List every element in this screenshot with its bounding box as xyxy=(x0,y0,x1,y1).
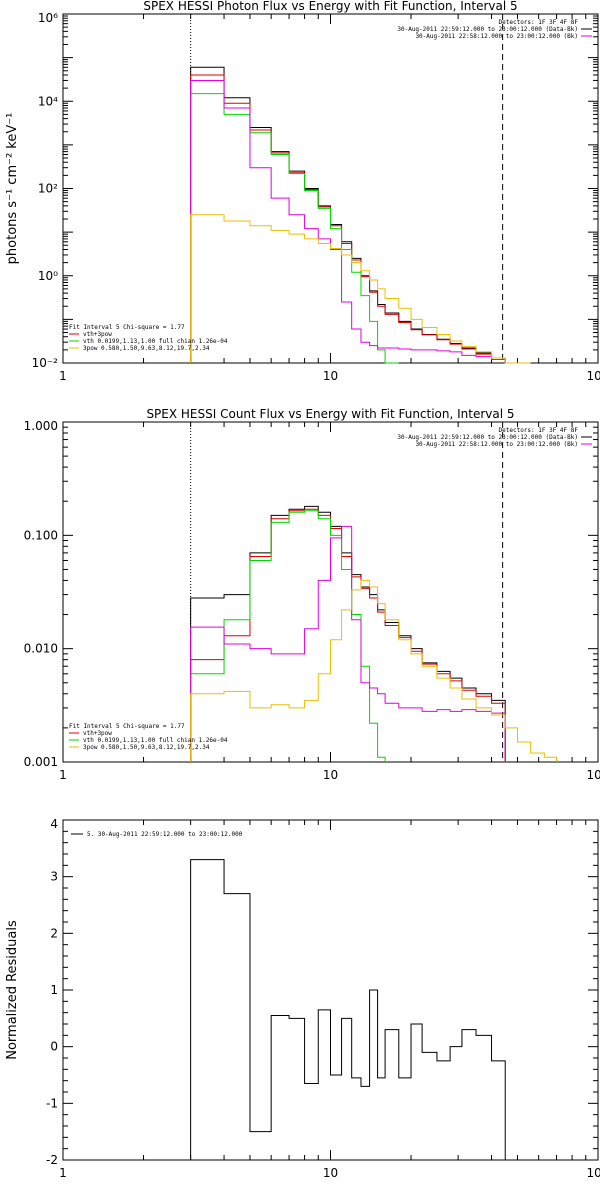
panel-1: SPEX HESSI Photon Flux vs Energy with Fi… xyxy=(5,0,600,383)
series-3-line xyxy=(190,510,386,762)
x-tick-label: 1 xyxy=(59,369,67,383)
legend-top-entry: 30-Aug-2011 22:59:12.000 to 23:00:12.000… xyxy=(397,434,578,441)
legend-bottom-entry: 3pow 0.580,1.50,9.63,8.12,19.7,2.34 xyxy=(83,744,210,751)
series-3-line xyxy=(190,93,399,364)
series-2-line xyxy=(190,74,518,364)
legend-top-entry: Detectors: 1F 3F 4F 8F xyxy=(499,19,579,26)
y-axis-label: Normalized Residuals xyxy=(5,920,20,1060)
series-2-line xyxy=(190,508,506,762)
legend-bottom-entry: 3pow 0.580,1.50,9.63,8.12,19.7,2.34 xyxy=(83,345,210,352)
legend-top-entry: Detectors: 1F 3F 4F 8F xyxy=(499,427,579,434)
panel-2: SPEX HESSI Count Flux vs Energy with Fit… xyxy=(24,407,600,782)
x-tick-label: 1 xyxy=(59,768,67,782)
legend-left-entry: 5. 30-Aug-2011 22:59:12.000 to 23:00:12.… xyxy=(87,831,243,838)
x-tick-label: 1 xyxy=(59,1166,67,1180)
series-4-line xyxy=(190,525,506,762)
y-tick-label: 3 xyxy=(50,870,58,884)
x-tick-label: 100 xyxy=(587,369,600,383)
plot-frame xyxy=(62,819,599,1161)
x-tick-label: 10 xyxy=(323,1166,338,1180)
y-tick-label: 1 xyxy=(50,983,58,997)
y-tick-label: -2 xyxy=(46,1153,58,1167)
legend-bottom-entry: vth 0.0199,1.13,1.00 full chian 1.26e-04 xyxy=(83,737,228,744)
y-tick-label: 2 xyxy=(50,926,58,940)
y-tick-label: 4 xyxy=(50,817,58,831)
series-4-line xyxy=(190,79,506,363)
x-tick-label: 100 xyxy=(587,1166,600,1180)
y-tick-label: 10⁶ xyxy=(38,11,58,25)
y-tick-label: 0.100 xyxy=(24,528,58,542)
y-tick-label: 0.001 xyxy=(24,755,58,769)
plot-frame xyxy=(62,421,599,763)
legend-bottom-entry: vth+3pow xyxy=(83,730,112,737)
y-tick-label: 0 xyxy=(50,1040,58,1054)
series-5-line xyxy=(190,214,531,364)
series-1-line xyxy=(190,859,506,1160)
panel-3: Normalized Residuals 1 10 100 -2 -1 0 1 2 3 4 5. 30… xyxy=(5,817,600,1180)
legend-bottom-entry: vth+3pow xyxy=(83,331,112,338)
legend-top-entry: 30-Aug-2011 22:58:12.000 to 23:00:12.000… xyxy=(415,441,578,448)
series-1-line xyxy=(190,505,506,762)
x-tick-label: 10 xyxy=(323,768,338,782)
y-tick-label: 1.000 xyxy=(24,419,58,433)
x-tick-label: 10 xyxy=(323,369,338,383)
series-1-line xyxy=(190,66,518,364)
x-tick-label: 100 xyxy=(587,768,600,782)
y-tick-label: 10⁻² xyxy=(32,356,59,370)
legend-bottom-entry: Fit Interval 5 Chi-square = 1.77 xyxy=(69,723,185,730)
plot-frame xyxy=(62,13,599,364)
y-tick-label: 10² xyxy=(38,182,58,196)
legend-top-entry: 30-Aug-2011 22:59:12.000 to 23:00:12.000… xyxy=(397,26,578,33)
legend-top-entry: 30-Aug-2011 22:58:12.000 to 23:00:12.000… xyxy=(415,33,578,40)
y-tick-label: 10⁰ xyxy=(38,269,58,283)
chart-title: SPEX HESSI Photon Flux vs Energy with Fi… xyxy=(143,0,517,13)
y-tick-label: 0.010 xyxy=(24,642,58,656)
y-tick-label: 10⁴ xyxy=(38,94,58,108)
chart-title: SPEX HESSI Count Flux vs Energy with Fit… xyxy=(146,407,514,421)
series-5-line xyxy=(190,579,558,762)
y-axis-label: photons s⁻¹ cm⁻² keV⁻¹ xyxy=(5,113,20,265)
y-tick-label: -1 xyxy=(46,1096,58,1110)
legend-bottom-entry: vth 0.0199,1.13,1.00 full chian 1.26e-04 xyxy=(83,338,228,345)
legend-bottom-entry: Fit Interval 5 Chi-square = 1.77 xyxy=(69,324,185,331)
